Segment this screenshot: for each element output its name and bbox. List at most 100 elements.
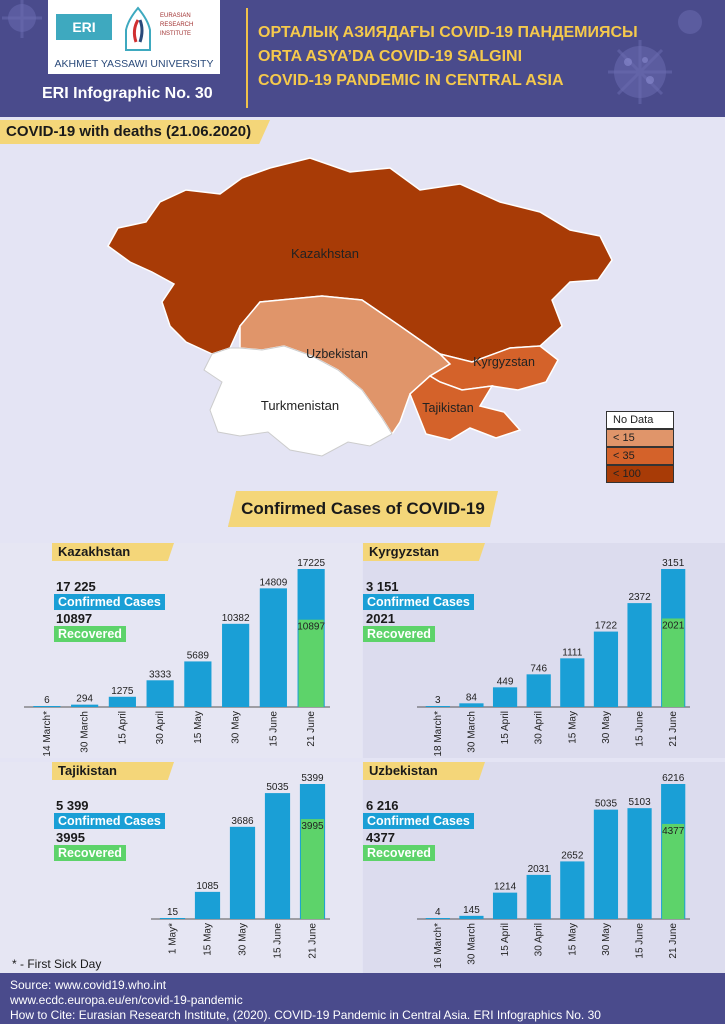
bar-confirmed (71, 704, 99, 707)
recovered-number: 3995 (56, 830, 85, 845)
label-kyrgyzstan: Kyrgyzstan (473, 355, 535, 369)
panel-tajikistan: Tajikistan 5 399 Confirmed Cases 3995 Re… (0, 762, 362, 977)
panel-kazakhstan: Kazakhstan 17 225 Confirmed Cases 10897 … (0, 543, 362, 758)
recovered-label: Recovered (363, 845, 435, 861)
label-turkmenistan: Turkmenistan (261, 398, 339, 413)
confirmed-number: 6 216 (366, 798, 399, 813)
data-label-recovered: 10897 (297, 622, 325, 633)
bar-confirmed (264, 793, 291, 919)
data-label-confirmed: 84 (466, 692, 478, 703)
bar-confirmed (159, 918, 186, 919)
tick-label: 15 June (268, 711, 279, 747)
data-label-confirmed: 449 (497, 676, 514, 687)
data-label-confirmed: 2652 (561, 850, 584, 861)
tick-label: 30 May (601, 711, 612, 744)
tick-label: 21 June (306, 711, 317, 747)
tick-label: 30 May (231, 711, 242, 744)
recovered-number: 10897 (56, 611, 93, 626)
recovered-label: Recovered (54, 845, 126, 861)
data-label-confirmed: 1275 (111, 686, 134, 697)
footer: Source: www.covid19.who.int www.ecdc.eur… (0, 973, 725, 1024)
confirmed-number: 17 225 (56, 579, 96, 594)
data-label-confirmed: 5399 (301, 773, 324, 784)
bar-confirmed (560, 861, 585, 919)
data-label-confirmed: 1085 (196, 881, 219, 892)
section-title: Confirmed Cases of COVID-19 (228, 491, 498, 527)
tick-label: 30 April (534, 711, 545, 744)
data-label-confirmed: 5103 (628, 797, 651, 808)
data-label-confirmed: 3686 (231, 816, 254, 827)
data-label-recovered: 3995 (301, 821, 324, 832)
legend-no-data: No Data (606, 411, 674, 429)
bar-confirmed (425, 706, 450, 707)
tick-label: 30 March (80, 711, 91, 753)
bar-confirmed (146, 680, 174, 707)
tick-label: 18 March* (433, 711, 444, 757)
map-legend: No Data < 15 < 35 < 100 (606, 411, 674, 483)
chart-uzbekistan: 4 16 March* 145 30 March 1214 15 April 2031 30 … (417, 773, 690, 969)
data-label-confirmed: 294 (76, 694, 93, 705)
bar-confirmed (492, 687, 518, 707)
data-label-confirmed: 6 (44, 695, 50, 706)
logo-mosque-icon (125, 6, 151, 51)
confirmed-label: Confirmed Cases (363, 594, 474, 610)
first-sick-note: * - First Sick Day (12, 957, 102, 971)
data-label-recovered: 4377 (662, 826, 685, 837)
legend-lt100: < 100 (606, 465, 674, 483)
confirmed-number: 5 399 (56, 798, 89, 813)
map-turkmenistan (203, 345, 393, 457)
map-banner: COVID-19 with deaths (21.06.2020) (0, 120, 270, 144)
tick-label: 15 April (500, 923, 511, 956)
legend-lt15: < 15 (606, 429, 674, 447)
footer-source: Source: www.covid19.who.int (10, 978, 167, 992)
footer-citation: How to Cite: Eurasian Research Institute… (10, 1008, 601, 1022)
data-label-confirmed: 3 (435, 695, 441, 706)
footer-source-2: www.ecdc.europa.eu/en/covid-19-pandemic (10, 993, 243, 1007)
logo-university: AKHMET YASSAWI UNIVERSITY (54, 58, 214, 70)
confirmed-label: Confirmed Cases (363, 813, 474, 829)
recovered-label: Recovered (54, 626, 126, 642)
bar-confirmed (108, 696, 136, 707)
tick-label: 30 April (534, 923, 545, 956)
tick-label: 14 March* (42, 711, 53, 757)
country-name: Kazakhstan (52, 543, 174, 561)
tick-label: 15 June (635, 923, 646, 959)
bar-confirmed (526, 674, 551, 707)
title-english: COVID-19 PANDEMIC IN CENTRAL ASIA (258, 72, 564, 89)
bar-confirmed (526, 874, 551, 919)
label-uzbekistan: Uzbekistan (306, 347, 368, 361)
tick-label: 15 May (193, 711, 204, 744)
data-label-confirmed: 5035 (595, 799, 618, 810)
data-label-confirmed: 15 (167, 907, 179, 918)
bar-recovered (298, 619, 324, 707)
country-name: Uzbekistan (363, 762, 485, 780)
data-label-confirmed: 145 (463, 905, 480, 916)
tick-label: 15 May (567, 711, 578, 744)
chart-kyrgyzstan: 3 18 March* 84 30 March 449 15 April 746 30 Apr… (417, 558, 690, 757)
bar-confirmed (229, 826, 256, 919)
bar-recovered (662, 618, 685, 707)
label-tajikistan: Tajikistan (422, 401, 473, 415)
virus-decoration-icon (2, 0, 702, 104)
tick-label: 30 May (601, 923, 612, 956)
data-label-confirmed: 4 (435, 907, 441, 918)
data-label-confirmed: 2031 (528, 864, 551, 875)
tick-label: 16 March* (433, 923, 444, 969)
tick-label: 30 March (466, 923, 477, 965)
bar-confirmed (593, 631, 619, 707)
bar-confirmed (492, 892, 518, 919)
header: ERI EURASIAN RESEARCH INSTITUTE AKHMET Y… (0, 0, 725, 117)
bar-confirmed (425, 918, 450, 919)
tick-label: 1 May* (168, 923, 179, 954)
tick-label: 15 April (500, 711, 511, 744)
country-name: Kyrgyzstan (363, 543, 485, 561)
data-label-confirmed: 2372 (628, 592, 651, 603)
tick-label: 15 May (567, 923, 578, 956)
data-label-confirmed: 3151 (662, 558, 685, 569)
data-label-confirmed: 5035 (266, 782, 289, 793)
data-label-confirmed: 14809 (259, 577, 287, 588)
logo: ERI EURASIAN RESEARCH INSTITUTE AKHMET Y… (48, 0, 220, 74)
tick-label: 21 June (668, 923, 679, 959)
tick-label: 30 April (155, 711, 166, 744)
